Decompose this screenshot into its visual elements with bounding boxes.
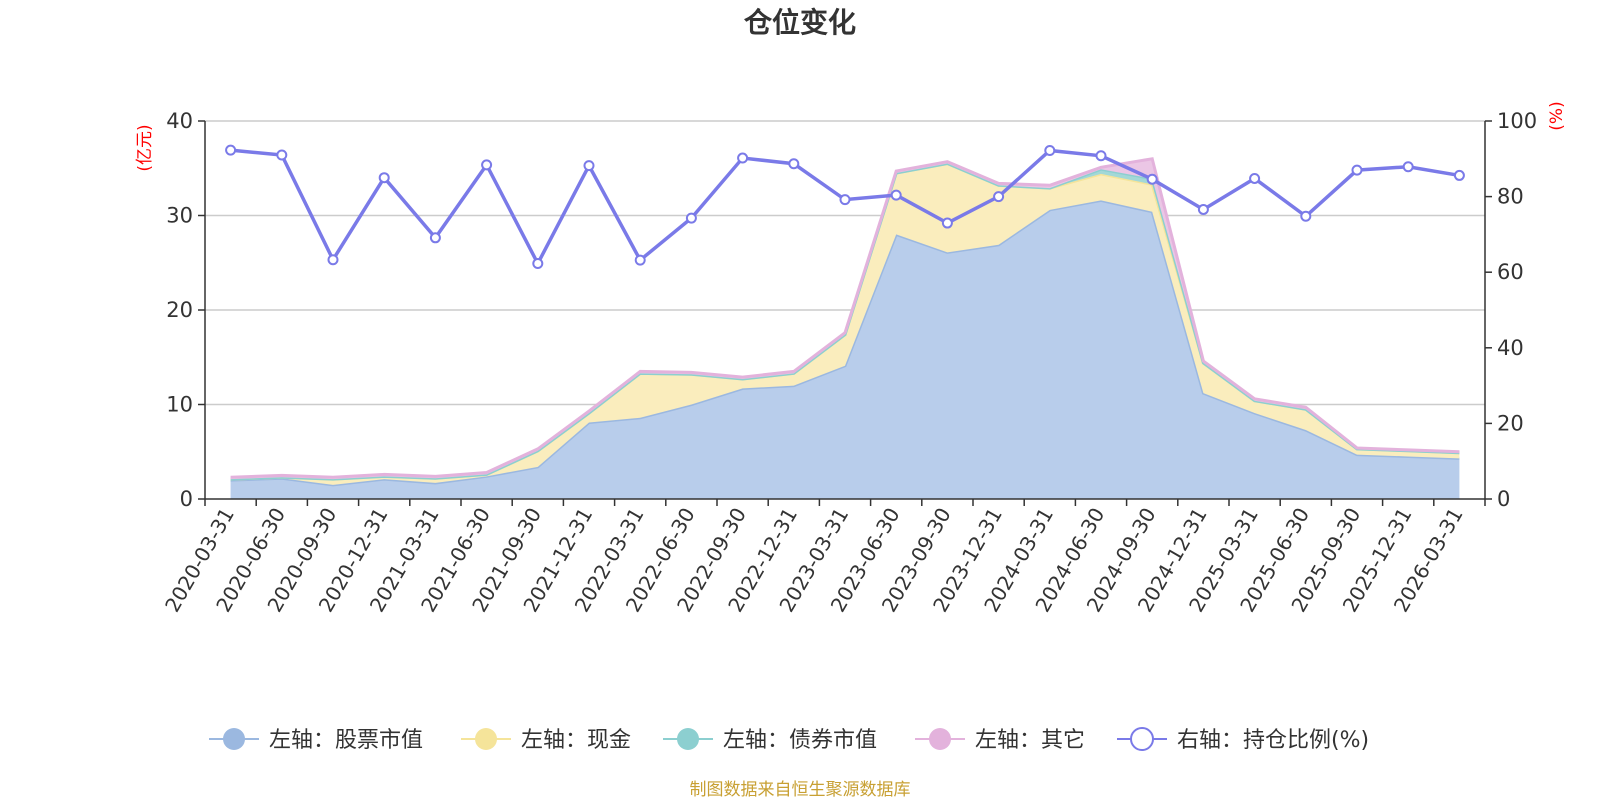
- ratio-point: [1300, 210, 1312, 222]
- ratio-point: [583, 160, 595, 172]
- ratio-point: [1044, 144, 1056, 156]
- legend-label: 左轴：债券市值: [723, 728, 877, 753]
- area-outline-3: [230, 157, 1460, 479]
- ratio-point: [1197, 203, 1209, 215]
- source-note: 制图数据来自恒生聚源数据库: [690, 780, 911, 800]
- left-tick-label: 10: [166, 393, 193, 417]
- legend-marker-icon: [677, 728, 699, 750]
- ratio-point: [634, 254, 646, 266]
- ratio-point: [225, 144, 237, 156]
- legend-item[interactable]: 左轴：其它: [915, 728, 1085, 753]
- right-tick-label: 60: [1497, 260, 1524, 284]
- area-series-0: [230, 200, 1460, 499]
- legend-label: 左轴：股票市值: [269, 728, 423, 753]
- legend-marker-icon: [223, 728, 245, 750]
- left-axis-title: (亿元): [135, 124, 155, 171]
- ratio-point: [1249, 172, 1261, 184]
- legend[interactable]: 左轴：股票市值 左轴：现金 左轴：债券市值 左轴：其它 右轴：持仓比例(%): [209, 727, 1369, 753]
- legend-item[interactable]: 右轴：持仓比例(%): [1117, 727, 1369, 753]
- legend-marker-icon: [1130, 727, 1154, 751]
- legend-marker-icon: [929, 728, 951, 750]
- legend-item[interactable]: 左轴：现金: [461, 728, 631, 753]
- ratio-point: [327, 254, 339, 266]
- left-tick-label: 0: [180, 487, 193, 511]
- right-axis-title: (%): [1547, 101, 1567, 130]
- left-tick-label: 20: [166, 298, 193, 322]
- ratio-point: [429, 232, 441, 244]
- ratio-point: [276, 149, 288, 161]
- legend-label: 左轴：其它: [975, 728, 1085, 753]
- ratio-point: [890, 189, 902, 201]
- ratio-point: [1146, 173, 1158, 185]
- left-tick-label: 30: [166, 204, 193, 228]
- ratio-point: [685, 212, 697, 224]
- ratio-point: [737, 152, 749, 164]
- ratio-point: [378, 172, 390, 184]
- ratio-line: [230, 148, 1460, 268]
- legend-item[interactable]: 左轴：债券市值: [663, 728, 877, 753]
- ratio-point: [839, 194, 851, 206]
- ratio-point: [1095, 150, 1107, 162]
- right-tick-label: 80: [1497, 185, 1524, 209]
- right-tick-label: 20: [1497, 411, 1524, 435]
- area-layers: [230, 157, 1460, 499]
- ratio-point: [1351, 164, 1363, 176]
- legend-marker-icon: [475, 728, 497, 750]
- ratio-point: [993, 191, 1005, 203]
- legend-label: 左轴：现金: [521, 728, 631, 753]
- ratio-point: [1402, 161, 1414, 173]
- ratio-point: [481, 159, 493, 171]
- ratio-point: [788, 158, 800, 170]
- right-tick-label: 100: [1497, 109, 1537, 133]
- right-tick-label: 0: [1497, 487, 1510, 511]
- chart-title: 仓位变化: [744, 6, 856, 39]
- legend-item[interactable]: 左轴：股票市值: [209, 728, 423, 753]
- legend-label: 右轴：持仓比例(%): [1177, 728, 1369, 753]
- ratio-point: [532, 258, 544, 270]
- right-tick-label: 40: [1497, 336, 1524, 360]
- left-tick-label: 40: [166, 109, 193, 133]
- line-layer: [225, 144, 1465, 270]
- ratio-point: [1453, 169, 1465, 181]
- ratio-point: [941, 217, 953, 229]
